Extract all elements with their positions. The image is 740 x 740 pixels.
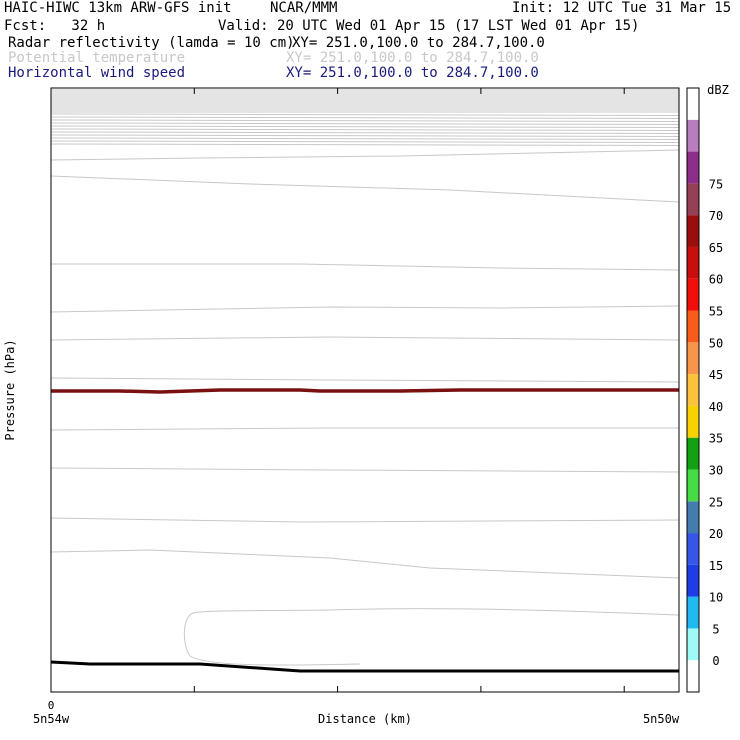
colorbar-swatch — [687, 151, 699, 184]
theta-line-upper — [50, 125, 680, 128]
colorbar-swatch — [687, 564, 699, 597]
colorbar-level-label: 55 — [709, 305, 723, 319]
colorbar-level-label: 65 — [709, 241, 723, 255]
x-tick-label: 0 — [48, 699, 55, 712]
colorbar-swatch — [687, 660, 699, 692]
colorbar-swatch — [687, 183, 699, 216]
colorbar-swatch — [687, 501, 699, 534]
reflectivity-group: 0 — [51, 388, 679, 394]
colorbar-swatch — [687, 437, 699, 470]
terrain-group — [50, 660, 679, 673]
colorbar-unit: dBZ — [707, 83, 729, 97]
colorbar-level-label: 50 — [709, 336, 723, 350]
theta-contour-line — [50, 336, 680, 341]
theta-line-upper — [50, 131, 680, 134]
theta-contour-300 — [183, 608, 680, 666]
theta-line-upper — [50, 122, 680, 125]
theta-line-upper — [50, 116, 680, 119]
colorbar: 0 5 10 15 20 25 30 35 40 45 50 55 60 65 70 75 dBZ — [686, 83, 729, 693]
colorbar-swatch — [687, 119, 699, 152]
field-theta-xy: XY= 251.0,100.0 to 284.7,100.0 — [286, 50, 539, 66]
colorbar-swatch — [687, 310, 699, 343]
theta-contour-line — [50, 175, 680, 203]
reflectivity-zero-contour — [51, 388, 679, 394]
colorbar-swatch — [687, 342, 699, 375]
theta-contour-line — [50, 305, 680, 313]
colorbar-level-label: 75 — [709, 177, 723, 191]
colorbar-level-label: 5 — [712, 622, 719, 636]
theta-line-upper — [50, 128, 680, 131]
theta-contour-line — [51, 263, 680, 271]
colorbar-swatch — [687, 469, 699, 502]
theta-contour-lines — [50, 89, 680, 666]
colorbar-level-label: 25 — [709, 495, 723, 509]
x-axis-label: Distance (km) — [318, 712, 412, 726]
theta-line-upper — [50, 143, 680, 146]
colorbar-swatch — [687, 596, 699, 629]
colorbar-swatch — [687, 246, 699, 279]
theta-line-upper — [50, 134, 680, 137]
colorbar-frame — [686, 87, 700, 693]
colorbar-level-label: 10 — [709, 591, 723, 605]
colorbar-swatch — [687, 628, 699, 661]
axes-group: 100200300400500600700800900100005n54w5n5… — [3, 87, 680, 726]
colorbar-swatch — [687, 88, 699, 120]
colorbar-level-label: 30 — [709, 463, 723, 477]
theta-line-upper — [50, 140, 680, 143]
theta-contour-line — [50, 427, 679, 431]
theta-contour-line — [50, 549, 680, 579]
theta-contour-line — [50, 149, 680, 161]
colorbar-level-label: 15 — [709, 559, 723, 573]
model-title: HAIC-HIWC 13km ARW-GFS init — [4, 0, 232, 16]
colorbar-level-label: 60 — [709, 273, 723, 287]
colorbar-swatch — [687, 278, 699, 311]
colorbar-level-label: 70 — [709, 209, 723, 223]
x-left-location: 5n54w — [33, 712, 70, 726]
colorbar-level-label: 0 — [712, 654, 719, 668]
colorbar-level-label: 40 — [709, 400, 723, 414]
forecast-hour: Fcst: 32 h — [4, 18, 106, 34]
colorbar-level-label: 35 — [709, 432, 723, 446]
colorbar-level-label: 20 — [709, 527, 723, 541]
colorbar-level-label: 45 — [709, 368, 723, 382]
terrain-line — [50, 660, 679, 673]
field-wind-label: Horizontal wind speed — [8, 65, 186, 81]
x-right-location: 5n50w — [643, 712, 680, 726]
field-reflectivity-xy: XY= 251.0,100.0 to 284.7,100.0 — [292, 35, 545, 51]
theta-line-upper — [50, 113, 680, 116]
colorbar-swatch — [687, 374, 699, 406]
colorbar-swatch — [687, 215, 699, 247]
plot-frame — [50, 87, 680, 693]
colorbar-swatch — [687, 533, 699, 565]
theta-contour-line — [50, 467, 680, 473]
field-theta-label: Potential temperature — [8, 50, 186, 66]
theta-contour-line — [50, 517, 680, 523]
theta-line-upper — [50, 137, 680, 140]
colorbar-swatch — [687, 405, 699, 438]
theta-line-upper — [50, 119, 680, 122]
theta-contour-line — [50, 377, 680, 383]
init-time: Init: 12 UTC Tue 31 Mar 15 — [512, 0, 732, 16]
org-label: NCAR/MMM — [270, 0, 338, 16]
valid-time: Valid: 20 UTC Wed 01 Apr 15 (17 LST Wed … — [218, 18, 640, 34]
y-axis-label: Pressure (hPa) — [3, 339, 17, 440]
field-wind-xy: XY= 251.0,100.0 to 284.7,100.0 — [286, 65, 539, 81]
field-reflectivity-label: Radar reflectivity (lamda = 10 cm) — [8, 35, 295, 51]
